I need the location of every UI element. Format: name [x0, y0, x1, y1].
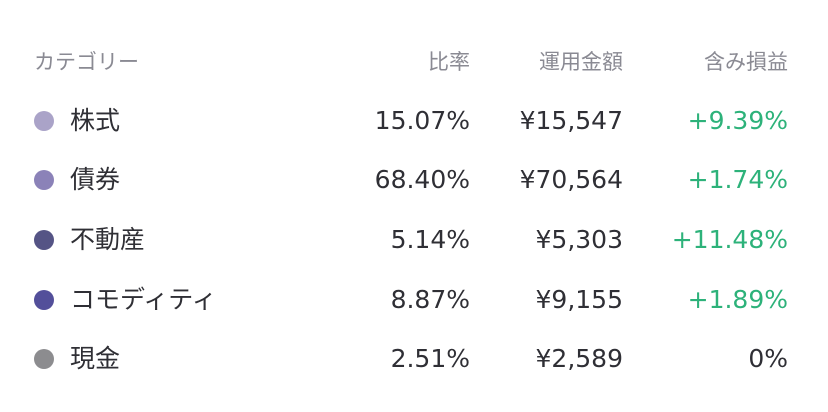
category-name: コモディティ: [70, 285, 217, 314]
ratio-value: 15.07%: [374, 106, 470, 135]
category-name: 不動産: [70, 225, 146, 254]
category-color-dot: [34, 349, 54, 369]
gain-value: +1.89%: [687, 285, 788, 314]
amount-value: ¥2,589: [535, 344, 623, 373]
category-color-dot: [34, 111, 54, 131]
category-color-dot: [34, 170, 54, 190]
table-header: カテゴリー 比率 運用金額 含み損益: [0, 42, 828, 82]
table-row: 株式 15.07% ¥15,547 +9.39%: [0, 101, 828, 141]
category-name: 現金: [70, 344, 121, 373]
amount-value: ¥5,303: [535, 225, 623, 254]
ratio-value: 2.51%: [390, 344, 470, 373]
ratio-value: 68.40%: [374, 165, 470, 194]
gain-value: 0%: [748, 344, 788, 373]
ratio-value: 8.87%: [390, 285, 470, 314]
gain-value: +9.39%: [687, 106, 788, 135]
category-name: 債券: [70, 165, 121, 194]
gain-value: +11.48%: [671, 225, 788, 254]
table-row: 債券 68.40% ¥70,564 +1.74%: [0, 160, 828, 200]
category-name: 株式: [70, 106, 121, 135]
amount-value: ¥15,547: [519, 106, 623, 135]
ratio-value: 5.14%: [390, 225, 470, 254]
table-row: コモディティ 8.87% ¥9,155 +1.89%: [0, 280, 828, 320]
header-category: カテゴリー: [34, 50, 139, 74]
table-row: 不動産 5.14% ¥5,303 +11.48%: [0, 220, 828, 260]
table-row: 現金 2.51% ¥2,589 0%: [0, 339, 828, 379]
header-amount: 運用金額: [539, 50, 623, 74]
category-color-dot: [34, 290, 54, 310]
category-color-dot: [34, 230, 54, 250]
gain-value: +1.74%: [687, 165, 788, 194]
header-ratio: 比率: [428, 50, 470, 74]
header-gain: 含み損益: [704, 50, 788, 74]
amount-value: ¥9,155: [535, 285, 623, 314]
amount-value: ¥70,564: [519, 165, 623, 194]
